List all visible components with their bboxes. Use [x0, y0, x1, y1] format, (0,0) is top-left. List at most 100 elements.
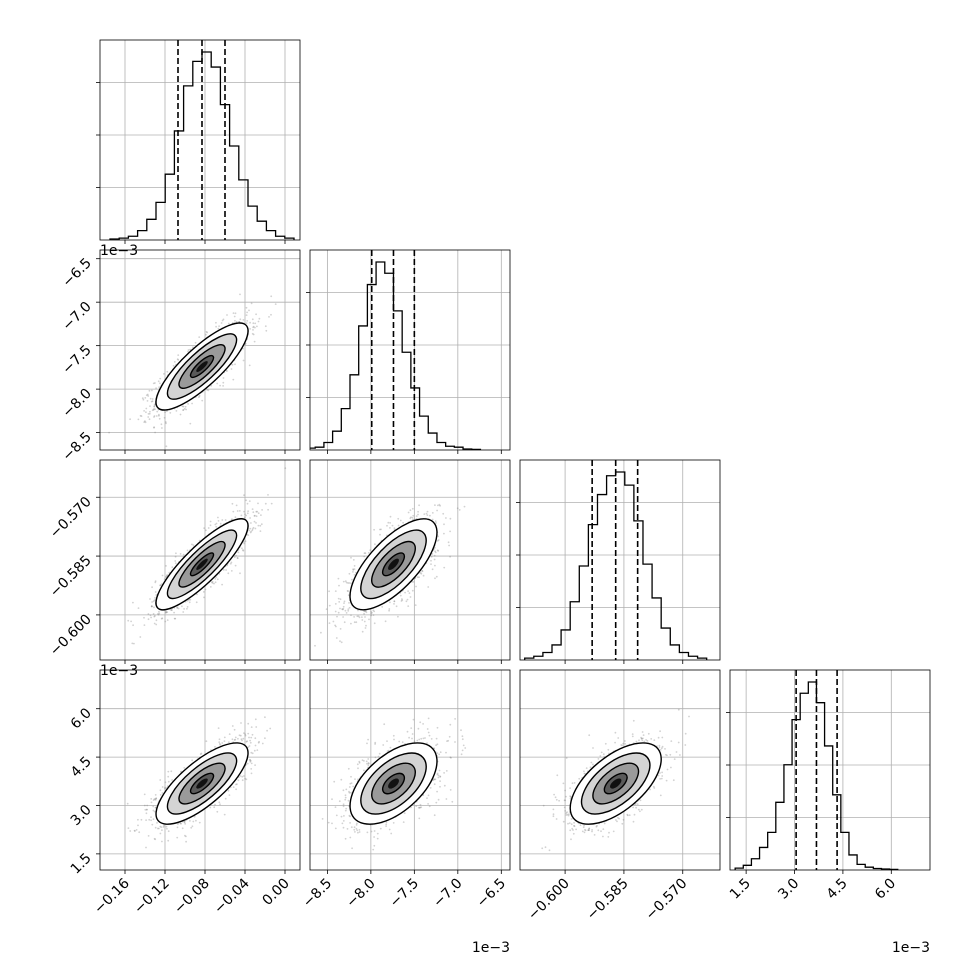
scatter-point: [254, 527, 257, 530]
scatter-point: [246, 311, 249, 314]
scatter-point: [434, 504, 436, 506]
scatter-point: [379, 528, 381, 531]
panel-contents: [314, 503, 466, 647]
scatter-point: [159, 584, 162, 587]
scatter-point: [209, 520, 212, 523]
scatter-point: [155, 619, 158, 622]
scatter-point: [352, 559, 355, 561]
scatter-point: [339, 607, 341, 610]
scatter-point: [434, 550, 436, 553]
scatter-point: [239, 775, 242, 777]
scatter-point: [147, 618, 150, 621]
scatter-point: [175, 410, 178, 412]
scatter-point: [268, 316, 270, 318]
scatter-point: [364, 610, 366, 612]
scatter-point: [139, 636, 142, 638]
scatter-point: [416, 576, 419, 579]
scatter-point: [172, 364, 175, 367]
scatter-point: [414, 604, 417, 606]
scatter-point: [153, 426, 155, 429]
scatter-point: [221, 519, 224, 521]
scatter-point: [182, 405, 185, 408]
scatter-point: [206, 389, 209, 391]
scatter-point: [153, 615, 156, 618]
scatter-point: [219, 744, 222, 746]
scatter-point: [364, 552, 367, 555]
scatter-point: [161, 840, 163, 843]
scatter-point: [342, 605, 345, 608]
scatter-point: [152, 408, 155, 411]
scatter-point: [176, 358, 179, 360]
scatter-point: [325, 608, 328, 611]
scatter-point: [164, 620, 167, 623]
scatter-point: [191, 825, 194, 828]
scatter-point: [182, 409, 185, 411]
scatter-point: [145, 411, 147, 414]
scatter-point: [215, 525, 218, 528]
contour-line: [166, 333, 238, 400]
scatter-panel-2-1: [309, 459, 511, 661]
scatter-point: [236, 557, 239, 560]
scatter-point: [154, 615, 156, 617]
scatter-point: [166, 611, 169, 613]
scatter-point: [341, 608, 343, 610]
scatter-point: [161, 427, 163, 429]
scatter-point: [431, 568, 434, 571]
scatter-point: [339, 628, 342, 630]
scatter-point: [420, 572, 423, 575]
scatter-point: [405, 600, 408, 603]
density-peak: [196, 361, 208, 372]
scatter-point: [189, 422, 192, 425]
scatter-point: [334, 610, 337, 613]
scatter-point: [399, 594, 402, 597]
scatter-point: [214, 578, 217, 580]
scatter-point: [274, 303, 277, 305]
scatter-point: [346, 590, 349, 592]
scatter-point: [437, 550, 440, 552]
scatter-point: [430, 555, 433, 558]
scatter-point: [251, 733, 254, 736]
contour-line: [189, 354, 215, 379]
scatter-point: [164, 611, 167, 614]
scatter-point: [343, 621, 346, 624]
scatter-point: [248, 309, 250, 312]
scatter-point: [151, 601, 154, 603]
scatter-point: [335, 637, 338, 639]
scatter-point: [234, 564, 237, 567]
scatter-point: [435, 575, 438, 578]
scatter-point: [347, 594, 350, 597]
scatter-point: [222, 318, 225, 321]
scatter-point: [411, 507, 414, 510]
scatter-point: [173, 361, 176, 363]
scatter-point: [245, 306, 248, 309]
scatter-point: [258, 317, 261, 320]
scatter-point: [429, 514, 431, 517]
scatter-point: [146, 393, 149, 396]
scatter-point: [163, 373, 165, 375]
scatter-point: [389, 515, 392, 518]
scatter-point: [221, 583, 224, 586]
scatter-point: [149, 405, 151, 407]
scatter-point: [205, 529, 207, 532]
scatter-point: [153, 408, 155, 410]
scatter-point: [177, 607, 180, 610]
scatter-point: [244, 513, 246, 516]
scatter-point: [252, 322, 255, 325]
scatter-point: [252, 526, 255, 529]
scatter-point: [251, 508, 254, 510]
scatter-point: [196, 593, 198, 596]
scatter-point: [239, 318, 242, 321]
scatter-point: [401, 599, 404, 601]
scatter-point: [140, 415, 143, 417]
scatter-point: [449, 517, 452, 520]
panel-frame: [309, 249, 511, 451]
scatter-point: [254, 326, 256, 329]
scatter-point: [205, 330, 208, 333]
scatter-point: [159, 377, 162, 380]
scatter-point: [399, 519, 402, 522]
scatter-point: [194, 341, 197, 344]
scatter-point: [401, 598, 403, 600]
scatter-point: [251, 529, 254, 532]
contour-line: [349, 518, 438, 611]
scatter-point: [417, 513, 419, 516]
